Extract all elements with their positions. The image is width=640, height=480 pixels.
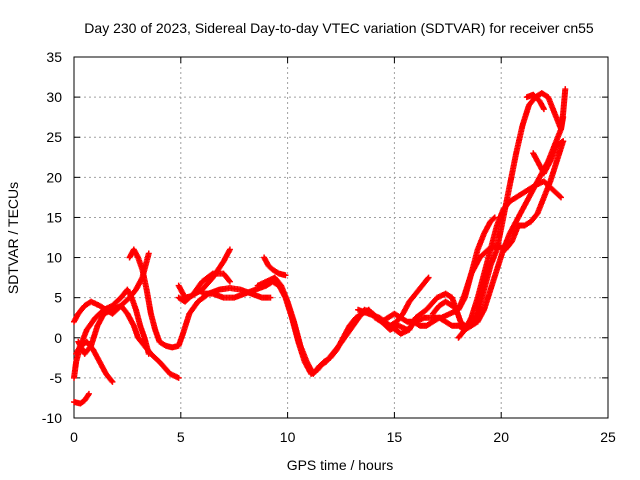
series-trace-16 [530, 138, 567, 177]
y-tick-label: 30 [46, 89, 62, 105]
series-trace-3 [71, 390, 92, 407]
x-tick-label: 5 [177, 429, 185, 445]
series-trace-17 [523, 91, 547, 113]
series-trace-13 [387, 274, 432, 329]
y-tick-label: 20 [46, 169, 62, 185]
data-point [267, 294, 274, 301]
y-axis: -10 -5 0 5 10 15 20 25 30 35 [42, 49, 608, 426]
series-trace-11 [261, 254, 289, 279]
data-point [560, 138, 567, 145]
series-trace-15 [455, 178, 565, 341]
series-trace-5 [75, 250, 152, 357]
series-trace-8 [175, 270, 233, 305]
plot-frame [73, 56, 609, 419]
data-point [490, 215, 497, 222]
series-trace-6 [126, 246, 274, 351]
y-tick-label: 0 [54, 330, 62, 346]
data-series [71, 86, 569, 407]
data-point [282, 272, 289, 279]
x-axis: 0 5 10 15 20 25 [70, 57, 616, 445]
data-point [425, 274, 432, 281]
y-tick-label: 25 [46, 129, 62, 145]
data-point [226, 246, 233, 253]
data-point [145, 250, 152, 257]
data-point [540, 106, 547, 113]
data-point [558, 194, 565, 201]
data-point [424, 275, 431, 282]
data-point [491, 214, 498, 221]
series-trace-2 [71, 298, 182, 381]
x-tick-label: 25 [600, 429, 616, 445]
chart-title: Day 230 of 2023, Sidereal Day-to-day VTE… [84, 20, 594, 36]
y-tick-label: 10 [46, 250, 62, 266]
data-point [85, 390, 92, 397]
x-axis-label: GPS time / hours [287, 457, 394, 473]
data-point [109, 378, 116, 385]
data-point [175, 374, 182, 381]
x-tick-label: 20 [493, 429, 509, 445]
y-tick-label: 35 [46, 49, 62, 65]
data-point [108, 377, 115, 384]
data-point [562, 86, 569, 93]
series-trace-14 [429, 214, 498, 317]
y-tick-label: -5 [50, 370, 63, 386]
x-tick-label: 10 [280, 429, 296, 445]
y-tick-label: -10 [42, 410, 62, 426]
y-axis-label: SDTVAR / TECUs [5, 182, 21, 294]
series-trace-1 [71, 286, 152, 381]
x-tick-label: 15 [387, 429, 403, 445]
data-point [226, 278, 233, 285]
data-point [226, 277, 233, 284]
x-tick-label: 0 [70, 429, 78, 445]
y-tick-label: 15 [46, 209, 62, 225]
y-tick-label: 5 [54, 290, 62, 306]
data-point [556, 193, 563, 200]
